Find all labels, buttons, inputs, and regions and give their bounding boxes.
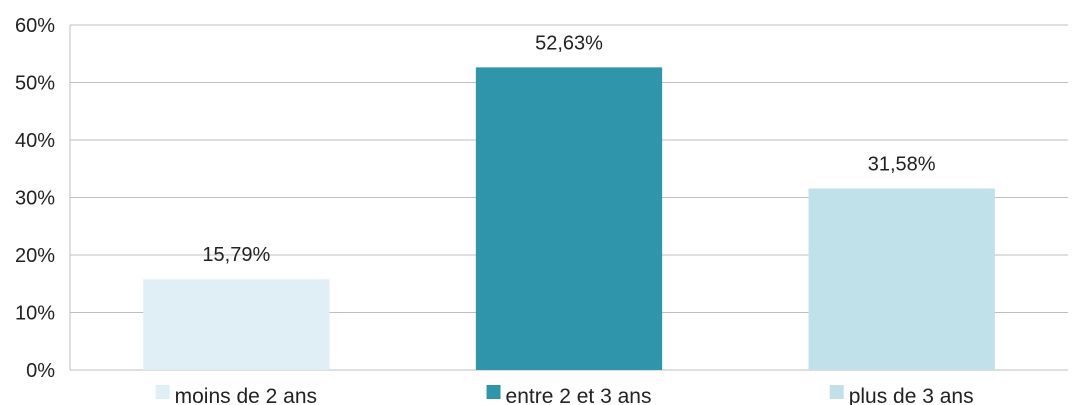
data-label: 15,79% bbox=[202, 244, 270, 266]
data-label: 31,58% bbox=[868, 153, 936, 175]
y-tick-label: 0% bbox=[26, 360, 55, 382]
y-tick-label: 10% bbox=[15, 303, 55, 325]
legend-item: plus de 3 ans bbox=[829, 385, 974, 405]
y-tick-label: 50% bbox=[15, 73, 55, 95]
y-axis-ticks: 0% 10% 20% 30% 40% 50% 60% bbox=[15, 15, 55, 382]
y-tick-label: 40% bbox=[15, 130, 55, 152]
legend-label: moins de 2 ans bbox=[175, 385, 317, 405]
legend-item: moins de 2 ans bbox=[155, 385, 317, 405]
y-tick-label: 30% bbox=[15, 188, 55, 210]
legend-swatch bbox=[486, 385, 501, 399]
legend-label: plus de 3 ans bbox=[849, 385, 974, 405]
bars bbox=[143, 67, 995, 370]
legend-swatch bbox=[155, 385, 170, 399]
data-labels: 15,79% 52,63% 31,58% bbox=[202, 32, 935, 266]
legend-label: entre 2 et 3 ans bbox=[506, 385, 652, 405]
data-label: 52,63% bbox=[535, 32, 603, 54]
bar-2 bbox=[475, 67, 663, 370]
y-tick-label: 60% bbox=[15, 15, 55, 37]
bar-1 bbox=[143, 279, 330, 370]
bar-3 bbox=[808, 188, 995, 370]
y-tick-label: 20% bbox=[15, 245, 55, 267]
legend: moins de 2 ans entre 2 et 3 ans plus de 3 … bbox=[155, 385, 974, 405]
legend-swatch bbox=[829, 385, 844, 399]
legend-item: entre 2 et 3 ans bbox=[486, 385, 652, 405]
